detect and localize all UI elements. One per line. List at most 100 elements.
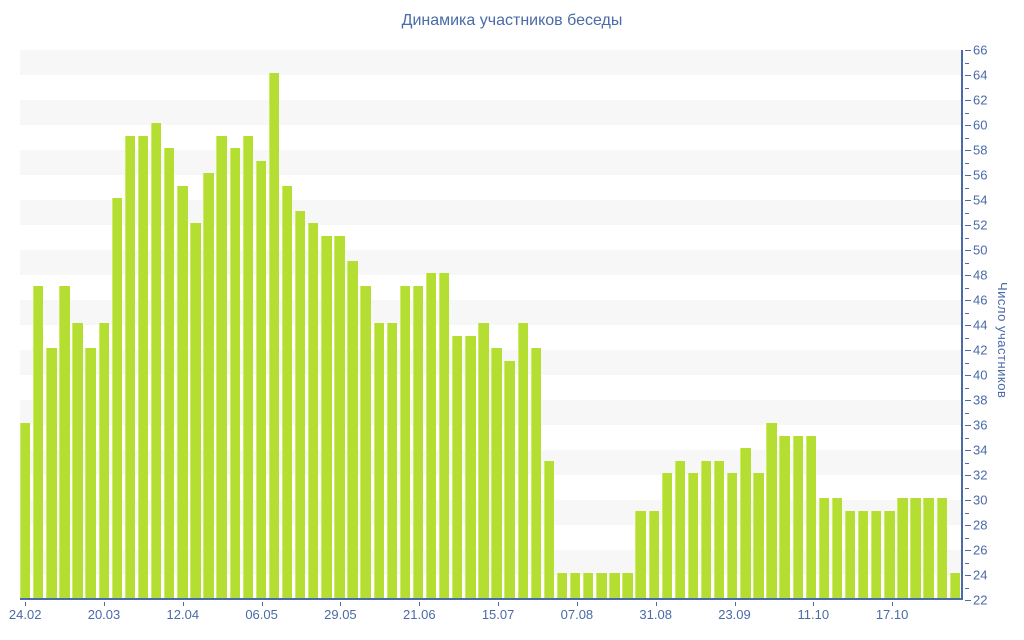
bar <box>818 498 830 598</box>
y-axis-minor-tick <box>965 337 969 339</box>
y-axis-minor-tick <box>965 412 969 414</box>
y-axis-minor-tick <box>965 387 969 389</box>
chart-title: Динамика участников беседы <box>401 12 623 29</box>
y-axis-tick <box>965 125 971 126</box>
bar <box>137 135 149 598</box>
bar <box>622 573 633 598</box>
bar <box>72 323 83 598</box>
y-axis-minor-tick <box>965 437 969 439</box>
bar <box>281 185 293 598</box>
bar <box>805 435 817 598</box>
y-axis-tick <box>965 425 971 426</box>
y-axis-label: 64 <box>973 67 988 83</box>
bar <box>700 460 712 598</box>
bar <box>216 135 227 598</box>
y-axis-minor-tick <box>965 262 969 264</box>
y-axis-minor-tick <box>965 87 969 89</box>
y-axis-tick <box>965 200 971 201</box>
bar <box>255 160 267 598</box>
y-axis-tick <box>965 525 971 526</box>
y-axis-minor-tick <box>965 187 969 189</box>
bar <box>648 510 659 598</box>
bar <box>596 573 607 598</box>
bar <box>858 510 869 598</box>
y-axis-label: 54 <box>973 192 988 208</box>
x-axis-tick <box>104 602 105 606</box>
bar <box>779 435 790 598</box>
y-axis-tick <box>965 400 971 401</box>
y-axis-minor-tick <box>965 362 969 364</box>
x-axis-tick <box>734 602 736 606</box>
bar <box>399 285 411 598</box>
x-axis-label: 24.02 <box>8 607 42 622</box>
y-axis-tick <box>965 500 971 501</box>
bar <box>98 323 109 598</box>
y-axis-tick <box>965 150 971 151</box>
y-axis-label: 38 <box>973 392 988 408</box>
y-axis-label: 66 <box>973 42 988 58</box>
x-axis-label: 06.05 <box>245 607 278 622</box>
y-axis-label: 24 <box>973 567 988 583</box>
bar <box>936 498 947 598</box>
y-axis-minor-tick <box>965 287 969 289</box>
bar <box>334 235 345 598</box>
bar <box>753 473 764 598</box>
bar <box>465 335 476 598</box>
y-axis-tick <box>965 75 971 76</box>
bar <box>910 498 921 598</box>
x-axis-tick <box>576 602 578 606</box>
x-axis-tick <box>498 602 500 606</box>
bar <box>674 460 686 598</box>
bar <box>517 323 528 598</box>
y-axis-label: 52 <box>973 217 988 233</box>
bar <box>687 473 699 598</box>
x-axis-tick <box>892 602 894 606</box>
bar <box>831 498 843 598</box>
bar <box>190 223 201 598</box>
bar <box>452 335 463 598</box>
bar <box>203 173 214 598</box>
x-axis-tick <box>340 602 342 606</box>
bar <box>491 348 502 598</box>
bar <box>46 348 57 598</box>
x-axis-tick <box>813 602 815 606</box>
bar <box>478 323 489 598</box>
y-axis-label: 26 <box>973 542 988 558</box>
bar <box>20 423 31 598</box>
y-axis-minor-tick <box>965 562 969 564</box>
y-axis-tick <box>965 275 971 276</box>
bar <box>308 223 319 598</box>
bars-container <box>20 50 961 598</box>
y-axis-tick <box>965 350 971 351</box>
bar <box>386 323 398 598</box>
y-axis-label: 60 <box>973 117 988 133</box>
y-axis-tick <box>965 475 971 476</box>
x-axis-label: 15.07 <box>481 607 515 622</box>
bar <box>321 235 332 598</box>
y-axis-minor-tick <box>965 487 969 489</box>
y-axis-label: 44 <box>973 317 988 333</box>
bar <box>33 285 44 598</box>
x-axis-tick <box>182 602 184 606</box>
y-axis-tick <box>965 250 971 251</box>
y-axis-label: 30 <box>973 492 988 508</box>
y-axis-label: 34 <box>973 442 988 458</box>
bar <box>504 360 515 598</box>
bar <box>609 573 620 598</box>
bar <box>268 73 280 598</box>
x-axis-tick <box>419 602 421 606</box>
x-axis-label: 17.10 <box>875 607 909 622</box>
bar <box>229 148 240 598</box>
y-axis-label: 46 <box>973 292 988 308</box>
y-axis-label: 48 <box>973 267 988 283</box>
y-axis-minor-tick <box>965 587 969 589</box>
y-axis-minor-tick <box>965 512 969 514</box>
y-axis-tick <box>965 300 971 301</box>
y-axis-minor-tick <box>965 212 969 214</box>
y-axis-label: 50 <box>973 242 988 258</box>
x-axis-label: 29.05 <box>324 607 357 622</box>
y-axis-label: 56 <box>973 167 988 183</box>
bar <box>792 435 803 598</box>
y-axis-title: Число участников <box>995 281 1010 399</box>
bar <box>661 473 672 598</box>
